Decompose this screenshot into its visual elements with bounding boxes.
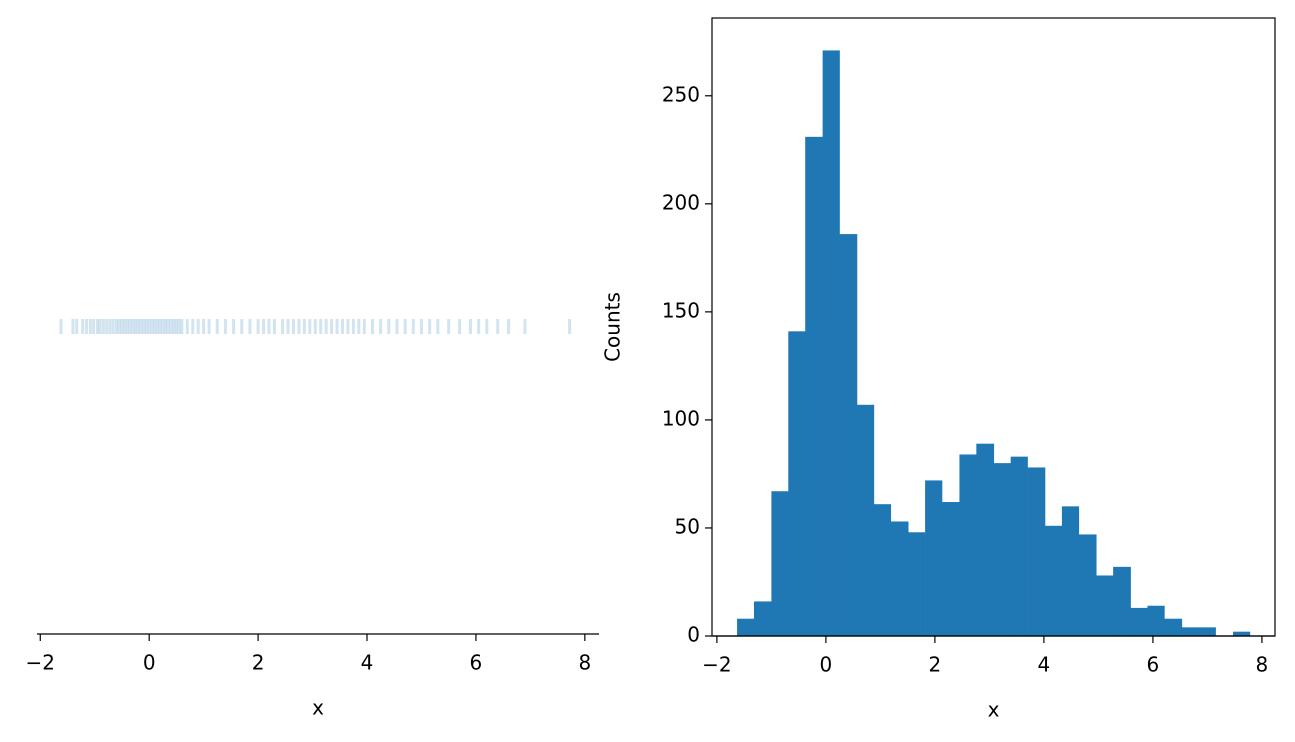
x-tick-label: 8 (578, 651, 591, 675)
y-tick-label: 150 (662, 298, 700, 322)
bar (1233, 631, 1251, 636)
bar (993, 463, 1011, 636)
x-tick-label: 4 (361, 651, 374, 675)
y-tick-label: 50 (675, 514, 700, 538)
x-tick-label: 6 (1147, 653, 1160, 677)
x-tick-label: 4 (1038, 653, 1051, 677)
y-tick-label: 200 (662, 190, 700, 214)
bar (908, 532, 926, 636)
y-tick-label: 100 (662, 406, 700, 430)
bar (1010, 456, 1028, 636)
bar (822, 50, 840, 636)
bar (959, 454, 977, 636)
x-axis-label: x (988, 698, 1000, 722)
y-tick-label: 250 (662, 82, 700, 106)
bar (771, 491, 789, 636)
x-tick-label: 0 (143, 651, 156, 675)
bar (788, 331, 806, 636)
x-tick-label: 6 (470, 651, 483, 675)
x-axis-label: x (312, 696, 324, 720)
bar (1078, 534, 1097, 636)
bar (1027, 467, 1046, 636)
bar (856, 404, 875, 636)
x-tick-label: 0 (820, 653, 833, 677)
x-tick-label: −2 (702, 653, 731, 677)
bar (941, 502, 960, 636)
bar (890, 521, 909, 636)
x-tick-label: 2 (929, 653, 942, 677)
bar (805, 136, 823, 636)
y-tick-label: 0 (687, 623, 700, 647)
bar (839, 234, 858, 636)
bar (976, 443, 995, 636)
x-tick-label: 8 (1256, 653, 1269, 677)
bar (925, 480, 943, 636)
bar (1147, 605, 1165, 636)
x-tick-label: 2 (252, 651, 265, 675)
bar (1181, 627, 1199, 636)
bar (1198, 627, 1216, 636)
bar (1164, 618, 1183, 636)
bar (737, 618, 755, 636)
bar (1045, 525, 1063, 636)
bar (1061, 506, 1080, 636)
x-tick-label: −2 (26, 651, 55, 675)
bar (1096, 575, 1114, 636)
bar (1130, 607, 1148, 636)
bar (753, 601, 772, 636)
y-axis-label: Counts (601, 292, 625, 362)
bar (1113, 566, 1131, 636)
bar (873, 504, 892, 636)
